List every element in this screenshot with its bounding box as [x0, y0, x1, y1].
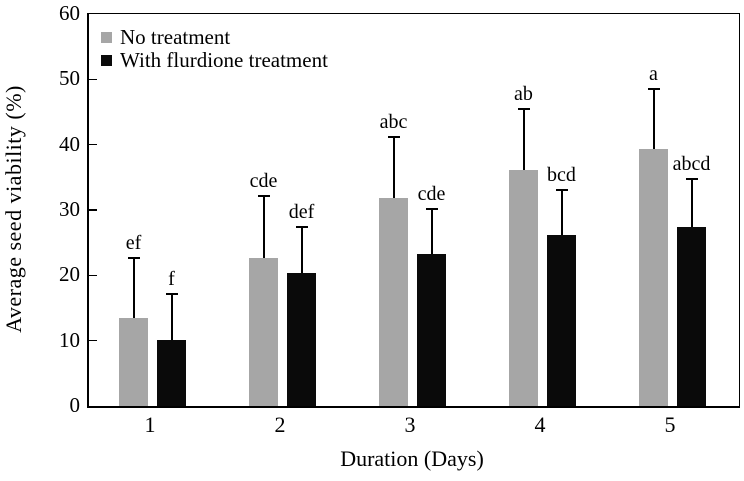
error-bar-cap-with-flurdione-treatment-day-3: [425, 207, 438, 210]
sig-letter-no-treatment-day-2: cde: [249, 169, 278, 192]
bar-with-flurdione-treatment-day-2: [287, 273, 316, 406]
error-bar-cap-with-flurdione-treatment-day-5: [685, 178, 698, 181]
x-axis-title: Duration (Days): [340, 446, 484, 471]
y-axis-title: Average seed viability (%): [1, 85, 26, 333]
error-bar-cap-no-treatment-day-2: [257, 194, 270, 197]
y-tick-label: 0: [69, 393, 81, 417]
sig-letter-no-treatment-day-1: ef: [125, 232, 142, 255]
error-bar-cap-no-treatment-day-4: [517, 108, 530, 111]
bar-with-flurdione-treatment-day-1: [157, 340, 186, 406]
y-tick-label: 10: [59, 327, 80, 352]
sig-letter-no-treatment-day-4: ab: [514, 83, 533, 106]
error-bar-with-flurdione-treatment-day-4: [560, 189, 563, 236]
error-bar-no-treatment-day-3: [392, 136, 395, 199]
x-tick-label: 3: [404, 412, 416, 437]
bar-no-treatment-day-1: [119, 318, 148, 406]
y-tick-mark: [89, 339, 97, 342]
error-bar-no-treatment-day-5: [652, 89, 655, 150]
error-bar-with-flurdione-treatment-day-3: [430, 208, 433, 254]
error-bar-cap-no-treatment-day-5: [647, 88, 660, 91]
bar-no-treatment-day-4: [509, 169, 538, 406]
error-bar-cap-with-flurdione-treatment-day-2: [295, 226, 308, 228]
legend-swatch-with-flurdione-treatment-icon: [101, 55, 112, 66]
sig-letter-with-flurdione-treatment-day-1: f: [168, 268, 175, 291]
sig-letter-no-treatment-day-5: a: [649, 63, 658, 86]
error-bar-cap-with-flurdione-treatment-day-1: [165, 293, 178, 296]
y-tick-label: 50: [59, 66, 80, 91]
sig-letter-with-flurdione-treatment-day-4: bcd: [547, 163, 576, 186]
sig-letter-no-treatment-day-3: abc: [379, 110, 408, 133]
y-tick-mark: [89, 78, 97, 81]
sig-letter-with-flurdione-treatment-day-5: abcd: [672, 153, 711, 176]
x-tick-label: 2: [274, 412, 286, 437]
legend-swatch-no-treatment-icon: [101, 32, 112, 43]
legend: No treatment With flurdione treatment: [101, 25, 328, 72]
error-bar-cap-with-flurdione-treatment-day-4: [555, 188, 568, 191]
legend-label: With flurdione treatment: [120, 48, 328, 72]
sig-letter-with-flurdione-treatment-day-3: cde: [417, 182, 446, 205]
error-bar-with-flurdione-treatment-day-5: [690, 179, 693, 227]
x-tick-label: 5: [664, 412, 676, 437]
plot-area: No treatment With flurdione treatment ef…: [87, 13, 740, 408]
y-tick-label: 20: [59, 262, 80, 287]
y-tick-label: 60: [59, 1, 80, 25]
x-tick-label: 1: [144, 412, 156, 437]
bar-with-flurdione-treatment-day-3: [417, 253, 446, 406]
error-bar-cap-no-treatment-day-3: [387, 135, 400, 138]
y-tick-mark: [89, 143, 97, 146]
y-tick-mark: [89, 274, 97, 277]
error-bar-with-flurdione-treatment-day-2: [300, 227, 303, 274]
bar-with-flurdione-treatment-day-5: [677, 227, 706, 406]
y-tick-label: 30: [59, 197, 80, 221]
bar-no-treatment-day-2: [249, 257, 278, 406]
legend-item-with-flurdione-treatment: With flurdione treatment: [101, 48, 328, 72]
error-bar-no-treatment-day-1: [132, 258, 135, 319]
error-bar-with-flurdione-treatment-day-1: [170, 294, 173, 341]
sig-letter-with-flurdione-treatment-day-2: def: [288, 201, 315, 223]
error-bar-cap-no-treatment-day-1: [127, 257, 140, 260]
bar-with-flurdione-treatment-day-4: [547, 235, 576, 406]
error-bar-no-treatment-day-2: [262, 195, 265, 258]
legend-item-no-treatment: No treatment: [101, 25, 328, 49]
x-tick-label: 4: [534, 412, 546, 437]
error-bar-no-treatment-day-4: [522, 109, 525, 170]
y-tick-label: 40: [59, 131, 80, 156]
bar-no-treatment-day-5: [639, 149, 668, 406]
bar-no-treatment-day-3: [379, 198, 408, 406]
y-tick-mark: [89, 209, 97, 211]
legend-label: No treatment: [120, 25, 231, 49]
